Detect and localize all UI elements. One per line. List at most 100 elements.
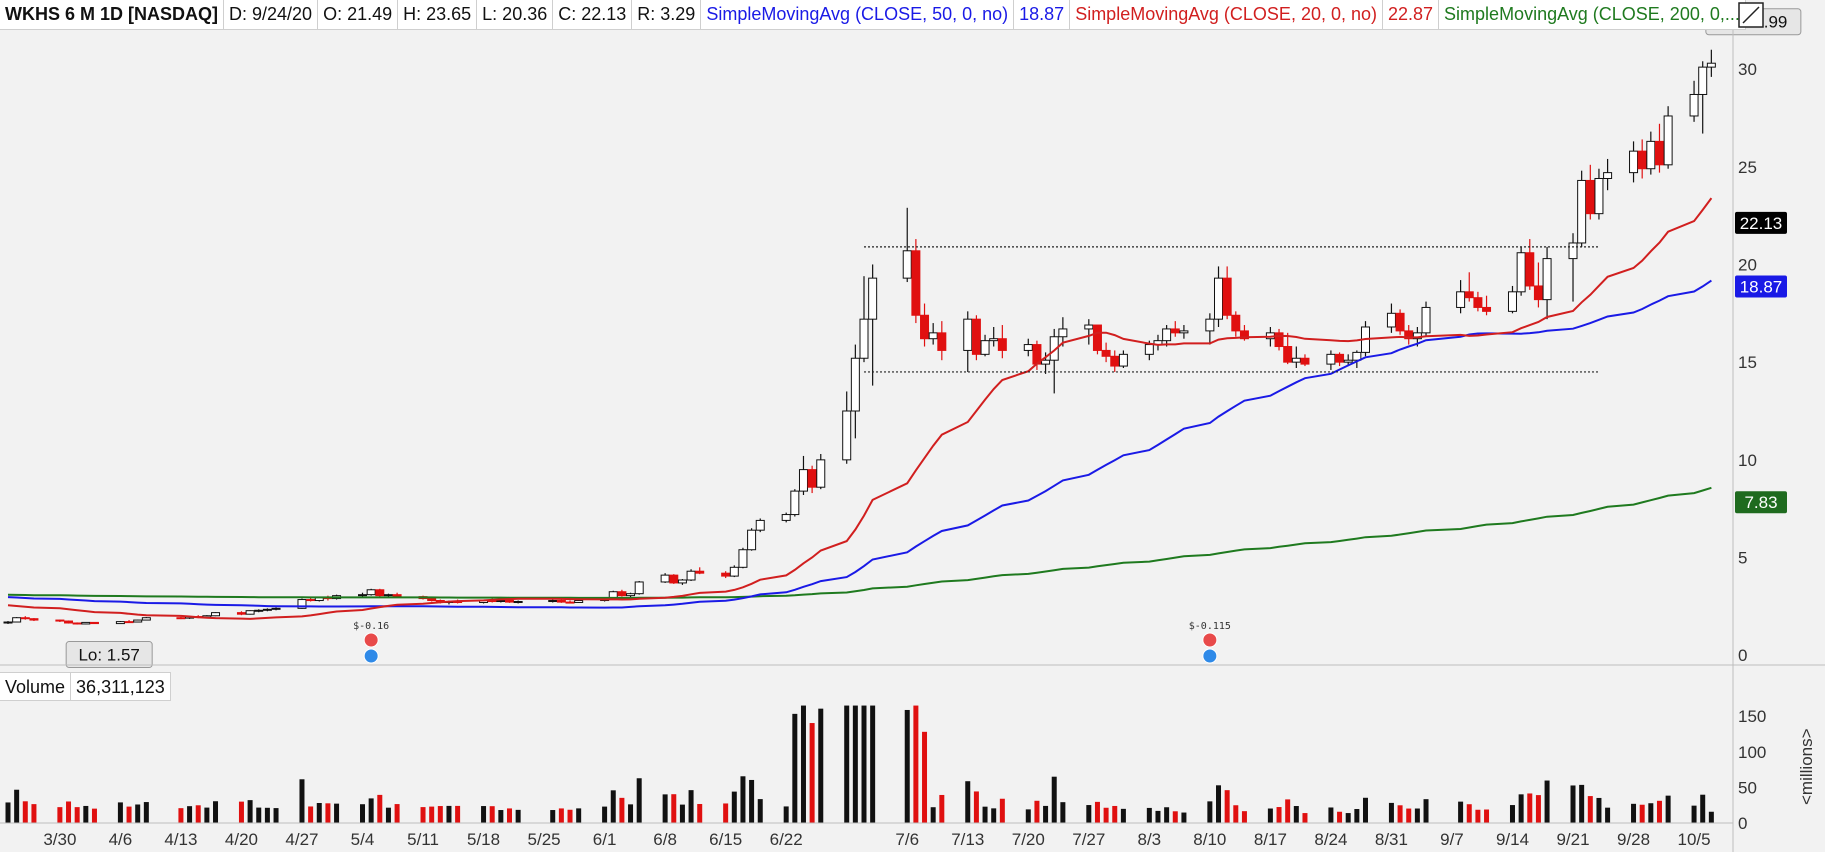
volume-bar[interactable] — [567, 809, 573, 823]
volume-bar[interactable] — [1406, 808, 1412, 823]
candle-body[interactable] — [1352, 351, 1362, 361]
volume-bar[interactable] — [1293, 806, 1299, 823]
volume-bar[interactable] — [83, 805, 89, 823]
candle-body[interactable] — [1525, 252, 1535, 287]
volume-bar[interactable] — [1276, 807, 1282, 823]
volume-bar[interactable] — [385, 807, 391, 823]
volume-label[interactable]: Volume — [0, 672, 72, 701]
candle-body[interactable] — [781, 514, 791, 521]
volume-bar[interactable] — [394, 804, 400, 823]
candle-body[interactable] — [1663, 115, 1673, 166]
volume-bar[interactable] — [818, 708, 824, 823]
candle-body[interactable] — [971, 318, 981, 355]
volume-bar[interactable] — [1345, 813, 1351, 823]
volume-bar[interactable] — [757, 799, 763, 823]
volume-bar[interactable] — [679, 804, 685, 823]
volume-bar[interactable] — [178, 808, 184, 823]
candle-body[interactable] — [124, 621, 134, 624]
volume-bar[interactable] — [187, 806, 193, 823]
candle-body[interactable] — [375, 589, 385, 597]
sma200-line[interactable] — [7, 486, 1712, 599]
sma20-line[interactable] — [7, 197, 1713, 620]
candle-body[interactable] — [1456, 291, 1466, 308]
volume-bar[interactable] — [334, 803, 340, 823]
volume-bar[interactable] — [1146, 807, 1152, 823]
volume-bar[interactable] — [723, 803, 729, 823]
volume-bar[interactable] — [1475, 809, 1481, 823]
candle-body[interactable] — [686, 570, 696, 581]
volume-bar[interactable] — [1043, 805, 1049, 823]
candle-body[interactable] — [81, 621, 91, 625]
volume-bar[interactable] — [1579, 784, 1585, 823]
volume-bar[interactable] — [688, 790, 694, 823]
candle-body[interactable] — [211, 612, 221, 617]
volume-bar[interactable] — [22, 801, 28, 823]
volume-bar[interactable] — [143, 802, 149, 823]
candle-body[interactable] — [963, 318, 973, 351]
candle-body[interactable] — [798, 469, 808, 492]
volume-bar[interactable] — [1172, 811, 1178, 823]
candle-body[interactable] — [980, 340, 990, 355]
volume-bar[interactable] — [273, 808, 279, 823]
volume-bar[interactable] — [1181, 812, 1187, 823]
candle-body[interactable] — [747, 529, 757, 551]
volume-bar[interactable] — [1025, 809, 1031, 823]
candle-body[interactable] — [306, 599, 316, 602]
volume-bar[interactable] — [1631, 803, 1637, 823]
volume-bar[interactable] — [1700, 794, 1706, 823]
candle-body[interactable] — [236, 612, 246, 615]
candle-body[interactable] — [1421, 306, 1431, 334]
volume-bar[interactable] — [498, 810, 504, 823]
volume-bar[interactable] — [1086, 805, 1092, 823]
candle-body[interactable] — [937, 332, 947, 351]
candle-body[interactable] — [366, 589, 376, 596]
symbol-label[interactable]: WKHS 6 M 1D [NASDAQ] — [0, 0, 225, 30]
sma200-legend[interactable]: SimpleMovingAvg (CLOSE, 200, 0,... — [1439, 0, 1746, 30]
earnings-icon[interactable] — [363, 632, 379, 648]
volume-bar[interactable] — [368, 798, 374, 823]
volume-bar[interactable] — [1458, 801, 1464, 823]
volume-bar[interactable] — [1362, 797, 1368, 823]
sma50-line[interactable] — [7, 279, 1712, 609]
volume-bar[interactable] — [325, 803, 331, 823]
volume-bar[interactable] — [1354, 809, 1360, 823]
candle-body[interactable] — [1170, 328, 1180, 334]
volume-bar[interactable] — [1233, 805, 1239, 823]
volume-bar[interactable] — [1656, 800, 1662, 823]
candle-body[interactable] — [1533, 285, 1543, 301]
candle-body[interactable] — [513, 601, 523, 603]
candle-body[interactable] — [1386, 312, 1396, 328]
candle-body[interactable] — [271, 607, 281, 610]
candle-body[interactable] — [427, 598, 437, 602]
volume-bar[interactable] — [1302, 813, 1308, 823]
candle-body[interactable] — [989, 338, 999, 342]
candle-body[interactable] — [1326, 353, 1336, 365]
candle-body[interactable] — [1274, 332, 1284, 348]
volume-bar[interactable] — [610, 790, 616, 823]
candle-body[interactable] — [89, 621, 99, 625]
candle-body[interactable] — [1058, 328, 1068, 338]
volume-bar[interactable] — [204, 807, 210, 823]
candle-body[interactable] — [1646, 140, 1656, 170]
candle-body[interactable] — [1041, 359, 1051, 365]
candle-body[interactable] — [1239, 330, 1249, 340]
volume-bar[interactable] — [1120, 808, 1126, 823]
candle-body[interactable] — [1084, 324, 1094, 330]
volume-bar[interactable] — [861, 705, 867, 823]
dividend-info-icon[interactable] — [363, 648, 379, 664]
volume-bar[interactable] — [74, 807, 80, 823]
volume-bar[interactable] — [852, 705, 858, 823]
volume-bar[interactable] — [1388, 802, 1394, 823]
candle-body[interactable] — [262, 608, 272, 611]
volume-bar[interactable] — [1518, 794, 1524, 823]
volume-bar[interactable] — [66, 801, 72, 823]
volume-bar[interactable] — [619, 797, 625, 823]
volume-bar[interactable] — [1414, 808, 1420, 823]
volume-bar[interactable] — [1285, 799, 1291, 823]
candle-body[interactable] — [1283, 346, 1293, 363]
candle-body[interactable] — [64, 620, 74, 624]
candle-body[interactable] — [55, 619, 65, 622]
candle-body[interactable] — [1629, 150, 1639, 174]
candle-body[interactable] — [928, 332, 938, 340]
